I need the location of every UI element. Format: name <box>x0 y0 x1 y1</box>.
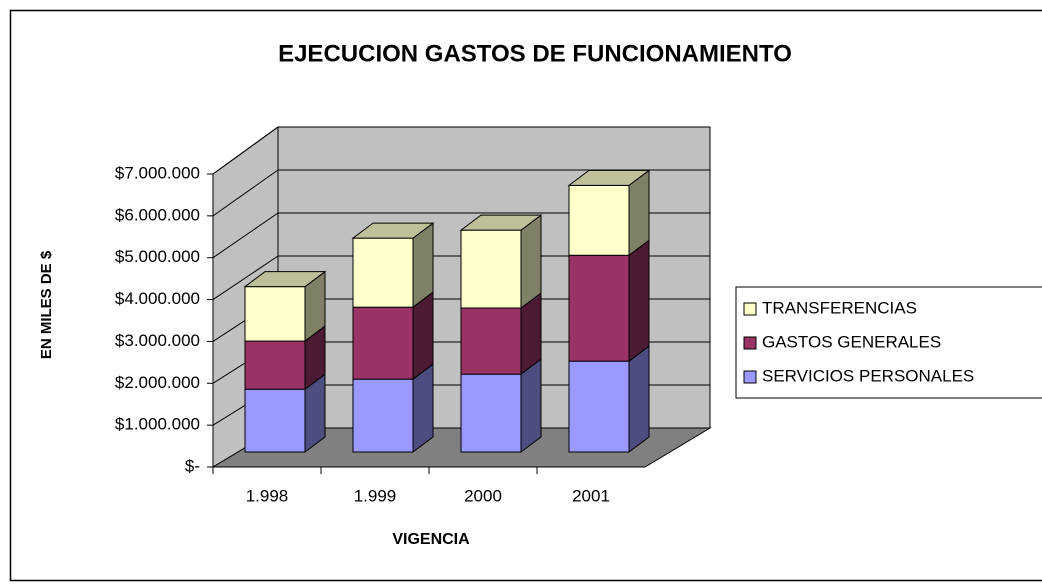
legend-swatch <box>743 370 757 384</box>
bar <box>244 325 326 391</box>
x-tick-label: 2001 <box>572 486 610 505</box>
bar <box>460 292 542 376</box>
grid-line <box>212 169 279 217</box>
bar-front <box>244 388 306 453</box>
x-tick-label: 2000 <box>464 486 502 505</box>
legend-label: GASTOS GENERALES <box>762 332 941 351</box>
legend-label: TRANSFERENCIAS <box>762 298 917 317</box>
bar-top <box>459 214 543 231</box>
bar <box>568 239 650 363</box>
bar-front <box>244 286 306 342</box>
bar <box>460 358 542 453</box>
bar-side <box>628 345 650 453</box>
y-tick-label: $5.000.000 <box>115 247 200 266</box>
bar-side <box>520 358 542 453</box>
bar-front <box>352 306 414 380</box>
x-axis-label: VIGENCIA <box>392 531 470 548</box>
x-tick-label: 1.999 <box>354 486 397 505</box>
bar-top <box>351 222 435 239</box>
legend-label: SERVICIOS PERSONALES <box>762 366 974 385</box>
bar-front <box>352 237 414 308</box>
legend-swatch <box>743 302 757 316</box>
bar <box>243 270 327 343</box>
bar-front <box>460 307 522 375</box>
bar-front <box>568 360 630 453</box>
bar-front <box>352 378 414 453</box>
grid-line <box>212 255 279 300</box>
bar-front <box>568 184 630 256</box>
bar-side <box>520 214 542 310</box>
bar <box>567 169 651 257</box>
y-tick-label: $2.000.000 <box>115 373 200 392</box>
y-tick-label: $7.000.000 <box>115 163 200 182</box>
legend-swatch <box>743 336 757 350</box>
bar-top <box>243 271 327 288</box>
grid-line <box>212 212 279 259</box>
bar <box>568 345 650 453</box>
y-tick-label: $3.000.000 <box>115 331 200 350</box>
legend <box>735 286 1042 399</box>
bar <box>351 222 435 309</box>
y-tick-label: $6.000.000 <box>115 205 200 224</box>
bar <box>352 291 434 381</box>
bar-front <box>244 340 306 390</box>
bar-top <box>567 169 651 186</box>
bar <box>352 363 434 453</box>
grid-line <box>212 126 279 175</box>
y-tick-label: $4.000.000 <box>115 289 200 308</box>
bar-front <box>460 229 522 309</box>
bar-front <box>460 373 522 453</box>
bar-front <box>568 254 630 362</box>
bar-side <box>628 239 650 363</box>
y-tick-label: $- <box>185 456 200 475</box>
y-axis-label: EN MILES DE $ <box>38 250 55 359</box>
x-tick-label: 1.998 <box>246 486 289 505</box>
y-tick-label: $1.000.000 <box>115 415 200 434</box>
bar <box>459 214 543 310</box>
chart-title: EJECUCION GASTOS DE FUNCIONAMIENTO <box>278 40 792 67</box>
